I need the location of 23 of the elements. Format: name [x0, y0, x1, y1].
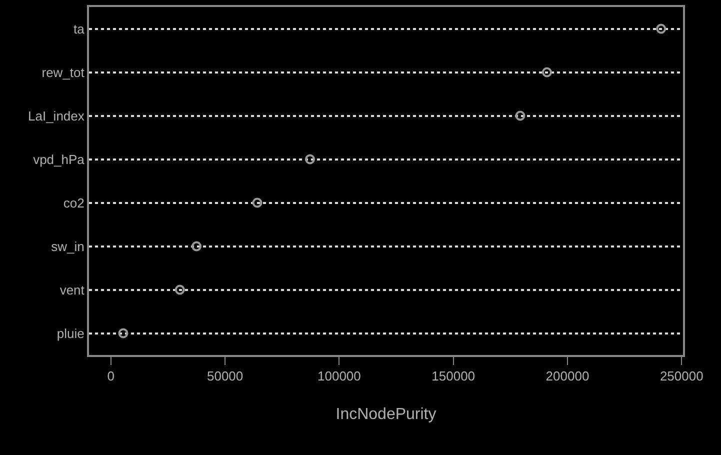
point — [542, 67, 552, 78]
point — [304, 154, 315, 164]
x-tick-label: 250000 — [660, 368, 704, 384]
point — [515, 110, 526, 121]
point — [118, 328, 128, 338]
x-tick-label: 200000 — [546, 368, 590, 384]
y-tick-label: co2 — [63, 195, 84, 210]
y-tick-label: sw_in — [51, 238, 84, 254]
y-tick-label: ta — [74, 21, 86, 36]
y-tick-label: rew_tot — [42, 64, 85, 80]
point — [656, 24, 666, 34]
x-axis-title: IncNodePurity — [336, 406, 436, 423]
point — [192, 241, 202, 252]
y-tick-label: pluie — [56, 326, 84, 341]
point — [174, 284, 185, 295]
y-tick-label: LaI_index — [28, 108, 85, 124]
x-tick-label: 0 — [107, 368, 115, 384]
x-tick-label: 150000 — [432, 368, 476, 384]
point — [252, 198, 262, 208]
y-tick-label: vpd_hPa — [33, 152, 86, 167]
y-tick-label: vent — [60, 282, 85, 298]
x-tick-label: 100000 — [318, 368, 361, 384]
x-tick-label: 50000 — [206, 368, 244, 384]
